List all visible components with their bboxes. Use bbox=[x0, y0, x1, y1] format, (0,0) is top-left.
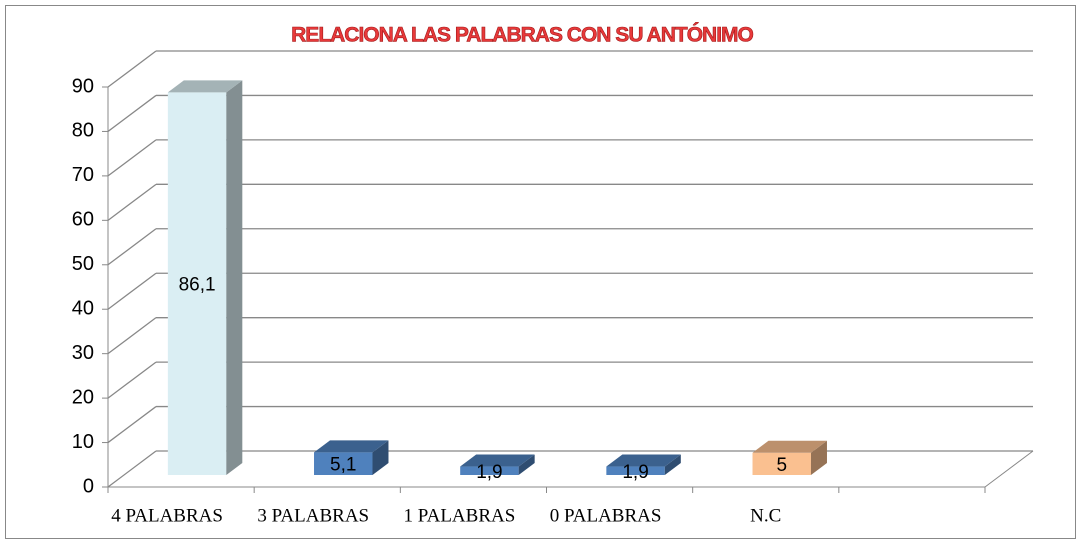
bar bbox=[606, 466, 665, 475]
y-tick-label: 20 bbox=[72, 386, 94, 408]
x-tick-label: 4 PALABRAS bbox=[111, 505, 223, 526]
bar-top bbox=[752, 440, 827, 453]
y-tick-label: 0 bbox=[83, 475, 94, 497]
x-tick-label: 3 PALABRAS bbox=[257, 505, 369, 526]
grid-line-side bbox=[107, 317, 157, 355]
y-tick-label: 80 bbox=[72, 120, 94, 142]
bar bbox=[460, 466, 519, 475]
bar-top bbox=[314, 440, 389, 453]
x-tick-label: 0 PALABRAS bbox=[550, 505, 662, 526]
bar-side bbox=[810, 440, 827, 475]
y-tick-label: 10 bbox=[72, 431, 94, 453]
grid-line-side bbox=[107, 228, 157, 266]
chart-title: RELACIONA LAS PALABRAS CON SU ANTÓNIMO bbox=[291, 23, 753, 47]
grid-line-side bbox=[107, 406, 157, 444]
data-label: 5 bbox=[776, 455, 787, 476]
bar-top bbox=[606, 454, 681, 467]
bar-top bbox=[460, 454, 535, 467]
bar bbox=[314, 452, 373, 475]
y-tick-label: 60 bbox=[72, 209, 94, 231]
bar-side bbox=[664, 454, 681, 475]
y-tick-label: 90 bbox=[72, 75, 94, 97]
grid-line-side bbox=[107, 139, 157, 177]
chart-frame bbox=[5, 5, 1076, 539]
grid-line-side bbox=[107, 50, 157, 88]
data-label: 5,1 bbox=[330, 455, 356, 476]
bar-side bbox=[518, 454, 535, 475]
bar-side bbox=[226, 80, 243, 475]
grid-line-side bbox=[107, 272, 157, 310]
bar bbox=[167, 92, 227, 475]
bar bbox=[752, 452, 811, 475]
floor-right bbox=[984, 450, 1034, 488]
grid-line-side bbox=[107, 450, 157, 488]
data-label: 1,9 bbox=[622, 462, 648, 483]
y-tick-label: 70 bbox=[72, 164, 94, 186]
x-tick-label: N.C bbox=[750, 505, 781, 526]
y-tick-label: 40 bbox=[72, 298, 94, 320]
grid-line-side bbox=[107, 361, 157, 399]
y-tick-label: 50 bbox=[72, 253, 94, 275]
data-label: 1,9 bbox=[476, 462, 502, 483]
bar-top bbox=[167, 80, 243, 93]
x-tick-label: 1 PALABRAS bbox=[404, 505, 516, 526]
data-label: 86,1 bbox=[179, 275, 216, 296]
grid-line-side bbox=[107, 94, 157, 132]
y-tick-label: 30 bbox=[72, 342, 94, 364]
bar-side bbox=[372, 440, 389, 475]
grid-line-side bbox=[107, 183, 157, 221]
